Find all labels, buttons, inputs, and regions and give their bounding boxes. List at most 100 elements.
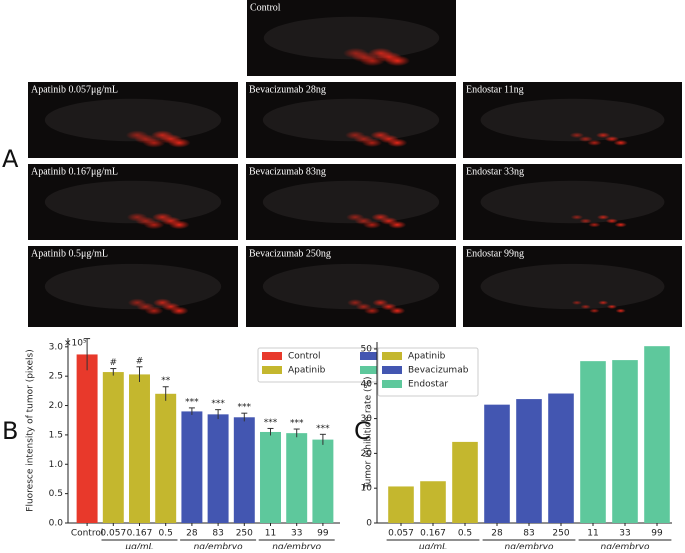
y-tick-label: 50 (361, 344, 373, 354)
y-tick-label: 1.0 (49, 460, 64, 470)
fish-body (262, 263, 440, 310)
x-tick-label: 0.167 (127, 529, 153, 539)
tumor-signal (362, 220, 382, 229)
x-tick-label: 33 (619, 529, 630, 539)
tumor-signal (389, 307, 406, 315)
fish-body (480, 98, 665, 142)
group-label: ng/embryo (194, 543, 243, 550)
x-tick-label: 99 (651, 529, 663, 539)
tumor-signal (168, 220, 190, 230)
bar (612, 360, 638, 523)
bar (286, 433, 308, 523)
tumor-signal (589, 308, 600, 314)
image-label: Bevacizumab 28ng (249, 84, 326, 95)
x-tick-label: 250 (236, 529, 253, 539)
x-tick-label: 11 (265, 529, 276, 539)
x-tick-label: Control (71, 529, 104, 539)
fish-body (480, 180, 665, 224)
x-tick-label: 250 (552, 529, 569, 539)
image-label: Apatinib 0.057μg/mL (31, 84, 118, 95)
group-label: μg/mL (124, 543, 153, 550)
tumor-signal (387, 138, 408, 148)
image-label: Endostar 33ng (466, 166, 524, 177)
fish-body (44, 263, 222, 310)
significance: *** (264, 418, 278, 428)
tumor-signal (363, 307, 381, 315)
bar (181, 411, 203, 523)
tumor-signal (570, 214, 584, 220)
fish-body (44, 98, 222, 142)
tumor-signal (587, 139, 602, 146)
group-label: ng/embryo (601, 543, 650, 550)
y-tick-label: 0 (366, 519, 372, 529)
significance: *** (316, 424, 330, 434)
x-tick-label: 0.5 (458, 529, 472, 539)
legend-swatch (262, 352, 282, 360)
y-tick-label: 0.5 (49, 489, 63, 499)
panel-label: C (354, 417, 371, 445)
fish-body (480, 263, 665, 310)
bar (548, 393, 574, 523)
tumor-signal (569, 132, 585, 139)
fish-body (262, 98, 440, 142)
y-axis-label: Fluoresce intensity of tumor (pixels) (26, 349, 36, 511)
significance: *** (238, 403, 252, 413)
y-axis-label: Tumor inhibition rate (%) (364, 376, 374, 489)
legend-swatch (382, 366, 402, 374)
bar (420, 481, 446, 523)
tumor-signal (580, 304, 591, 309)
bar (516, 399, 542, 523)
fish-body (44, 180, 222, 224)
legend-box (377, 347, 479, 397)
tumor-signal (588, 222, 601, 228)
tumor-signal (579, 218, 592, 224)
image-label: Bevacizumab 83ng (249, 166, 326, 177)
fish-body (263, 16, 440, 60)
x-tick-label: 11 (587, 529, 598, 539)
tumor-signal (142, 138, 166, 148)
bar (388, 486, 414, 523)
tumor-signal (578, 136, 593, 142)
y-tick-label: 40 (361, 379, 373, 389)
x-tick-label: 99 (317, 529, 329, 539)
x-tick-label: 0.5 (159, 529, 173, 539)
panel-label: A (2, 145, 19, 173)
legend-swatch (262, 366, 282, 374)
x-tick-label: 0.057 (388, 529, 414, 539)
image-label: Control (250, 2, 281, 13)
bar (312, 439, 334, 523)
tumor-signal (144, 306, 164, 315)
y-multiplier: ×10⁵ (64, 339, 87, 349)
y-tick-label: 10 (361, 484, 373, 494)
tumor-signal (598, 300, 609, 305)
image-label: Apatinib 0.167μg/mL (31, 166, 118, 177)
x-tick-label: 0.057 (100, 529, 126, 539)
legend-label: Apatinib (408, 352, 446, 362)
tumor-signal (604, 136, 620, 142)
tumor-signal (605, 218, 619, 224)
bar (644, 346, 670, 523)
bar (129, 374, 150, 523)
y-tick-label: 1.5 (49, 430, 63, 440)
significance: *** (211, 399, 225, 409)
y-tick-label: 0.0 (49, 519, 64, 529)
tumor-signal (361, 138, 383, 148)
image-label: Apatinib 0.5μg/mL (31, 248, 108, 259)
legend-label: Apatinib (288, 366, 326, 376)
tumor-signal (614, 222, 627, 228)
x-tick-label: 0.167 (420, 529, 446, 539)
y-tick-label: 3.0 (49, 342, 64, 352)
legend-swatch (382, 352, 402, 360)
x-tick-label: 28 (491, 529, 503, 539)
tumor-signal (169, 306, 189, 315)
x-tick-label: 33 (291, 529, 302, 539)
bar (207, 414, 229, 523)
tumor-signal (615, 308, 626, 314)
image-label: Endostar 99ng (466, 248, 524, 259)
bar (260, 431, 281, 523)
bar (233, 417, 255, 523)
group-label: ng/embryo (272, 543, 321, 550)
legend-swatch (382, 380, 402, 388)
y-tick-label: 2.5 (49, 372, 63, 382)
